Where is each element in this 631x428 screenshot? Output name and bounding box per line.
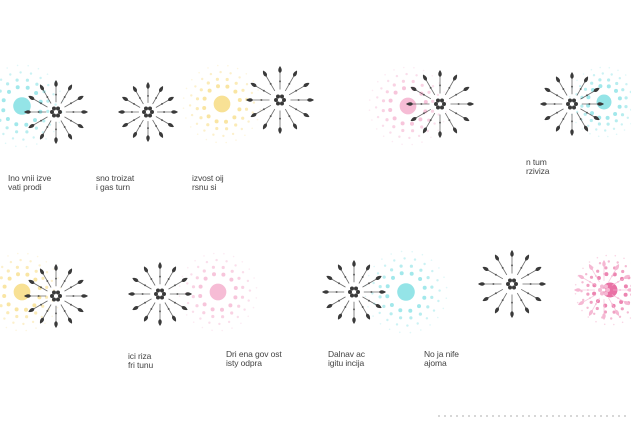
motif-3	[182, 64, 314, 144]
motif-7	[128, 252, 258, 332]
caption-1-line-1: Ino vnii izve	[8, 173, 52, 183]
motif-10-burst	[574, 260, 631, 320]
motif-7-burst	[128, 262, 192, 326]
motif-3-burst	[246, 66, 314, 134]
motif-4-burst	[406, 70, 474, 138]
dotted-strip	[436, 414, 626, 418]
motif-5-halo	[568, 66, 631, 138]
caption-8-line-1: Dalnav ac	[328, 349, 365, 359]
caption-6-line-2: fri tunu	[128, 360, 154, 370]
motif-2	[118, 82, 178, 142]
motif-5	[540, 66, 631, 138]
caption-7-line-1: Dri ena gov ost	[226, 349, 282, 359]
motif-4	[368, 66, 474, 146]
motif-3-halo	[182, 64, 262, 144]
motif-4-halo	[368, 66, 448, 146]
motif-10	[574, 254, 631, 326]
caption-3: izvost oij rsnu si	[192, 174, 224, 192]
motif-6-burst	[24, 264, 88, 328]
caption-1-line-2: vati prodi	[8, 182, 42, 192]
motif-6	[0, 252, 88, 332]
caption-4-line-1: n tum	[526, 157, 547, 167]
caption-4-line-2: rziviza	[526, 166, 550, 176]
caption-8: Dalnav ac igitu incija	[328, 350, 365, 368]
caption-2-line-1: sno troizat	[96, 173, 135, 183]
motif-8	[322, 250, 448, 334]
caption-2: sno troizat i gas turn	[96, 174, 134, 192]
motif-6-halo	[0, 252, 62, 332]
caption-1: Ino vnii izve vati prodi	[8, 174, 51, 192]
motif-5-burst	[540, 72, 604, 136]
caption-9: No ja nife ajoma	[424, 350, 459, 368]
caption-6-line-1: ici riza	[128, 351, 152, 361]
motif-1-halo	[0, 64, 64, 148]
caption-7-line-2: isty odpra	[226, 358, 262, 368]
motif-2-burst	[118, 82, 178, 142]
caption-6: ici riza fri tunu	[128, 352, 153, 370]
motif-9	[478, 250, 546, 318]
motif-9-burst	[478, 250, 546, 318]
motif-7-halo	[178, 252, 258, 332]
caption-2-line-2: i gas turn	[96, 182, 130, 192]
motif-8-burst	[322, 260, 386, 324]
caption-4: n tum rziviza	[526, 158, 549, 176]
caption-3-line-1: izvost oij	[192, 173, 224, 183]
caption-7: Dri ena gov ost isty odpra	[226, 350, 282, 368]
caption-9-line-1: No ja nife	[424, 349, 459, 359]
motif-1-burst	[24, 80, 88, 144]
caption-9-line-2: ajoma	[424, 358, 447, 368]
caption-8-line-2: igitu incija	[328, 358, 365, 368]
caption-3-line-2: rsnu si	[192, 182, 217, 192]
motif-1	[0, 64, 88, 148]
